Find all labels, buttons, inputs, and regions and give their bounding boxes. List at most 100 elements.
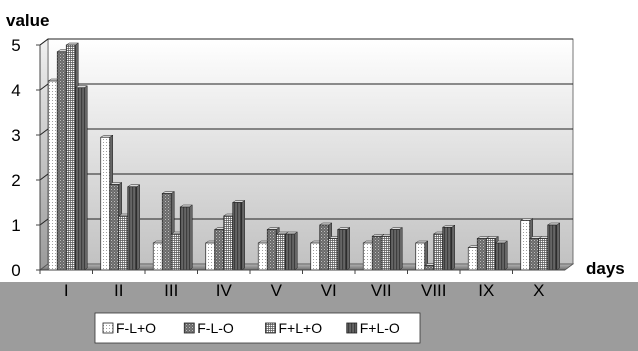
bar-front: [266, 229, 277, 271]
bar-front: [424, 265, 435, 271]
y-tick-label: 4: [11, 81, 20, 100]
bar-front: [310, 242, 321, 271]
bar-front: [371, 235, 382, 271]
bar-side: [556, 222, 560, 271]
bar-front: [362, 242, 373, 271]
legend-swatch: [346, 322, 358, 334]
legend-item: F-L+O: [102, 320, 156, 336]
bar-front: [494, 242, 505, 271]
plot-background: [0, 38, 638, 351]
legend-label: F+L-O: [360, 320, 400, 336]
bar-front: [74, 87, 85, 271]
y-tick-label: 0: [11, 261, 20, 280]
bar-side: [399, 227, 403, 271]
bar-side: [136, 184, 140, 271]
y-tick-label: 5: [11, 36, 20, 55]
x-tick-label: VII: [371, 281, 392, 300]
bar-front: [214, 229, 225, 271]
bar-front: [109, 184, 120, 271]
bar-front: [328, 238, 339, 271]
x-tick-label: VIII: [421, 281, 447, 300]
legend-swatch: [183, 322, 195, 334]
legend-item: F-L-O: [183, 320, 234, 336]
legend-label: F-L-O: [197, 320, 234, 336]
bar-front: [118, 215, 129, 271]
legend-swatch: [102, 322, 114, 334]
bar-front: [161, 193, 172, 271]
bar-front: [442, 226, 453, 271]
x-tick-label: II: [114, 281, 123, 300]
bar-side: [451, 224, 455, 271]
bar: [126, 184, 141, 271]
plot-side-wall: [39, 38, 49, 271]
legend-label: F-L+O: [116, 320, 156, 336]
bar-front: [152, 242, 163, 271]
x-tick-label: V: [271, 281, 283, 300]
bar: [179, 204, 194, 271]
bar: [74, 85, 89, 271]
bar-front: [205, 242, 216, 271]
bar: [284, 231, 299, 271]
bar: [389, 227, 404, 271]
y-tick-label: 3: [11, 126, 20, 145]
legend: F-L+O F-L-O F+L+O F+L-O: [94, 312, 421, 344]
bar-front: [547, 224, 558, 271]
bar-front: [380, 235, 391, 271]
gridline: [39, 38, 573, 46]
bar-front: [65, 44, 76, 271]
x-tick-label: IV: [216, 281, 233, 300]
x-tick-label: III: [164, 281, 178, 300]
bar: [231, 200, 246, 271]
bars: [47, 42, 561, 271]
x-axis-title: days: [586, 259, 625, 278]
bar-front: [275, 233, 286, 271]
bar-front: [47, 80, 58, 271]
legend-box: [94, 312, 421, 344]
bar: [494, 240, 509, 271]
bar: [546, 222, 561, 271]
legend-label: F+L+O: [279, 320, 323, 336]
bar-front: [337, 229, 348, 271]
bar-side: [241, 200, 245, 271]
bar-front: [100, 136, 111, 271]
bar-front: [538, 238, 549, 271]
bar-side: [504, 240, 508, 271]
y-axis-title: value: [6, 11, 49, 30]
bar-side: [84, 85, 88, 271]
y-tick-label: 1: [11, 216, 20, 235]
bar: [336, 227, 351, 271]
bar-front: [485, 238, 496, 271]
x-tick-label: IX: [478, 281, 494, 300]
y-tick-label: 2: [11, 171, 20, 190]
bar-front: [257, 242, 268, 271]
bar-front: [476, 238, 487, 271]
legend-item: F+L-O: [346, 320, 400, 336]
bar-front: [170, 233, 181, 271]
bar-front: [284, 233, 295, 271]
bar-side: [346, 227, 350, 271]
legend-item: F+L+O: [265, 320, 323, 336]
bar-front: [467, 247, 478, 271]
bar-front: [319, 224, 330, 271]
bar-side: [189, 204, 193, 271]
bar-front: [179, 206, 190, 271]
bar-front: [223, 215, 234, 271]
bar-front: [415, 242, 426, 271]
bar-front: [56, 51, 67, 271]
legend-swatch: [265, 322, 276, 334]
bar-front: [520, 220, 531, 271]
bar-side: [294, 231, 298, 271]
axes: [36, 44, 565, 274]
bar: [441, 224, 456, 271]
bar-front: [127, 186, 138, 271]
x-tick-label: X: [533, 281, 544, 300]
bar-front: [232, 202, 243, 271]
x-tick-label: VI: [321, 281, 337, 300]
bar-front: [529, 238, 540, 271]
x-tick-label: I: [64, 281, 69, 300]
bar-front: [389, 229, 400, 271]
bar-front: [433, 233, 444, 271]
